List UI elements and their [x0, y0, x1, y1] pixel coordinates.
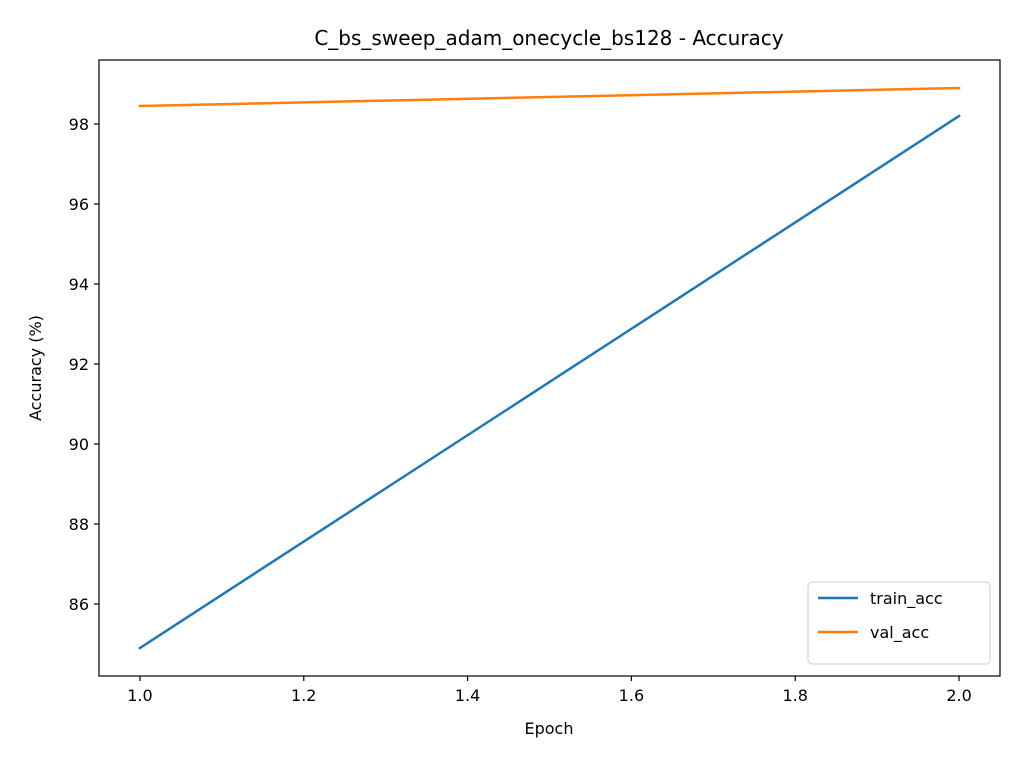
x-tick-label: 1.8 — [783, 686, 808, 705]
y-axis-label: Accuracy (%) — [26, 315, 45, 421]
legend: train_acc val_acc — [807, 581, 991, 665]
x-tick-label: 1.4 — [455, 686, 480, 705]
plot-frame — [98, 59, 1001, 677]
y-tick-label: 96 — [69, 195, 89, 214]
series-line-val-acc — [138, 86, 961, 108]
legend-label-val-acc: val_acc — [870, 623, 929, 643]
chart-title: C_bs_sweep_adam_onecycle_bs128 - Accurac… — [314, 26, 783, 50]
y-tick-label: 86 — [69, 595, 89, 614]
x-tick-label: 1.0 — [127, 686, 152, 705]
y-tick-label: 94 — [69, 275, 89, 294]
y-tick-label: 88 — [69, 515, 89, 534]
x-axis-label: Epoch — [525, 719, 574, 738]
y-tick-label: 92 — [69, 355, 89, 374]
y-tick-label: 98 — [69, 115, 89, 134]
y-tick-label: 90 — [69, 435, 89, 454]
x-tick-label: 2.0 — [946, 686, 971, 705]
plot-area: 1.0 1.2 1.4 1.6 1.8 2.0 86 88 90 92 94 96 98 — [69, 59, 1001, 705]
series-line-train-acc — [138, 114, 961, 650]
x-tick-label: 1.6 — [619, 686, 644, 705]
legend-box — [807, 581, 991, 665]
legend-label-train-acc: train_acc — [870, 589, 943, 609]
x-tick-label: 1.2 — [291, 686, 316, 705]
